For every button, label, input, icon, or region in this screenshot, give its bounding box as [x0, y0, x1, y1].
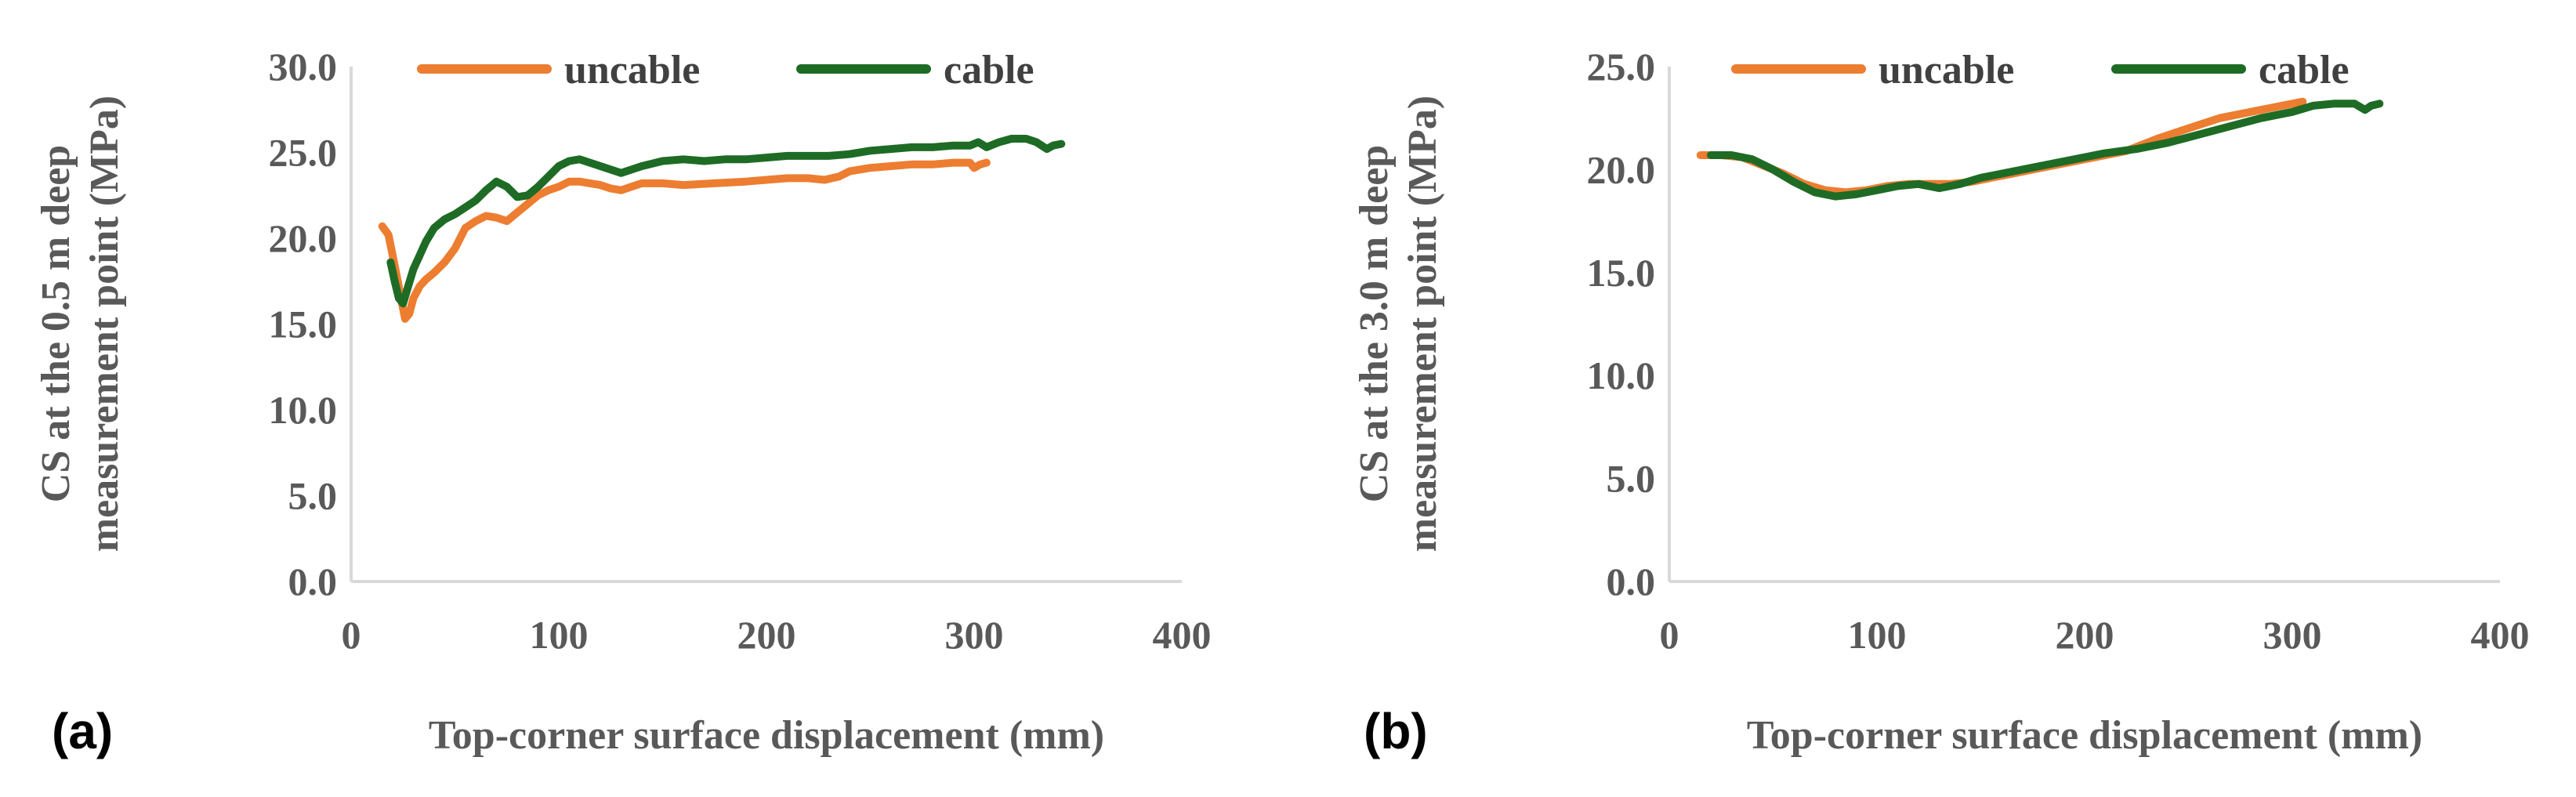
legend-label-cable: cable — [2259, 48, 2350, 92]
y-tick-label: 25.0 — [269, 131, 338, 175]
y-tick-label: 20.0 — [1587, 147, 1656, 191]
y-tick-label: 5.0 — [288, 474, 338, 518]
y-tick-label: 20.0 — [269, 216, 338, 260]
y-axis-title-line: CS at the 3.0 m deep — [1352, 145, 1397, 502]
x-tick-label: 400 — [1153, 613, 1212, 657]
x-tick-label: 200 — [2056, 613, 2114, 657]
y-tick-label: 25.0 — [1587, 45, 1656, 89]
panel-label: (b) — [1364, 703, 1428, 759]
series-line-cable — [1707, 100, 2384, 201]
y-tick-label: 30.0 — [269, 45, 338, 89]
y-tick-label: 10.0 — [269, 388, 338, 432]
y-tick-label: 15.0 — [269, 302, 338, 346]
y-tick-label: 5.0 — [1607, 457, 1656, 501]
panel-label: (a) — [52, 703, 113, 759]
x-tick-label: 200 — [737, 613, 796, 657]
panel-b: 0.0 5.0 10.0 15.0 20.0 25.0 0 100 200 300 400 uncab… — [1352, 45, 2530, 759]
x-tick-label: 0 — [342, 613, 361, 657]
y-axis-title-line: measurement point (MPa) — [1400, 96, 1445, 552]
x-tick-label: 400 — [2471, 613, 2530, 657]
legend-label-cable: cable — [944, 48, 1034, 92]
x-tick-label: 0 — [1660, 613, 1679, 657]
y-tick-label: 10.0 — [1587, 353, 1656, 397]
y-tick-label: 0.0 — [288, 560, 338, 603]
y-axis-title-line: measurement point (MPa) — [82, 96, 127, 552]
panel-a: 0.0 5.0 10.0 15.0 20.0 25.0 30.0 0 100 200 300 400 u… — [34, 45, 1212, 759]
legend-label-uncable: uncable — [1879, 48, 2014, 92]
x-tick-label: 300 — [945, 613, 1004, 657]
y-tick-label: 0.0 — [1607, 560, 1656, 603]
x-tick-label: 100 — [1848, 613, 1907, 657]
y-axis-title-line: CS at the 0.5 m deep — [34, 145, 78, 502]
x-tick-label: 100 — [530, 613, 589, 657]
series-line-uncable — [378, 158, 991, 323]
x-axis-title: Top-corner surface displacement (mm) — [429, 713, 1104, 758]
x-axis-title: Top-corner surface displacement (mm) — [1747, 713, 2422, 758]
series-line-cable — [386, 135, 1066, 308]
legend-label-uncable: uncable — [564, 48, 700, 92]
y-tick-label: 15.0 — [1587, 251, 1656, 295]
x-tick-label: 300 — [2263, 613, 2322, 657]
